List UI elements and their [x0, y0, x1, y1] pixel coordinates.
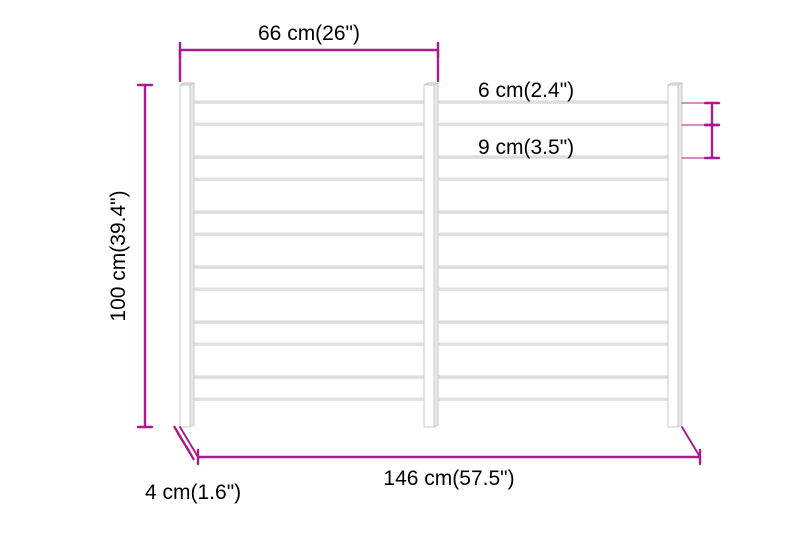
dim-label-panel-span: 66 cm(26") — [258, 22, 360, 45]
product-drawing — [180, 83, 682, 427]
dim-label-width: 146 cm(57.5") — [383, 467, 514, 490]
dim-label-slat-height: 6 cm(2.4") — [478, 79, 574, 102]
dim-label-gap-height: 9 cm(3.5") — [478, 136, 574, 159]
dim-label-height: 100 cm(39.4") — [107, 190, 130, 321]
dim-label-depth: 4 cm(1.6") — [145, 481, 241, 504]
dimension-lines: 100 cm(39.4") 66 cm(26") 6 cm(2.4") 9 cm(3.… — [107, 22, 719, 504]
